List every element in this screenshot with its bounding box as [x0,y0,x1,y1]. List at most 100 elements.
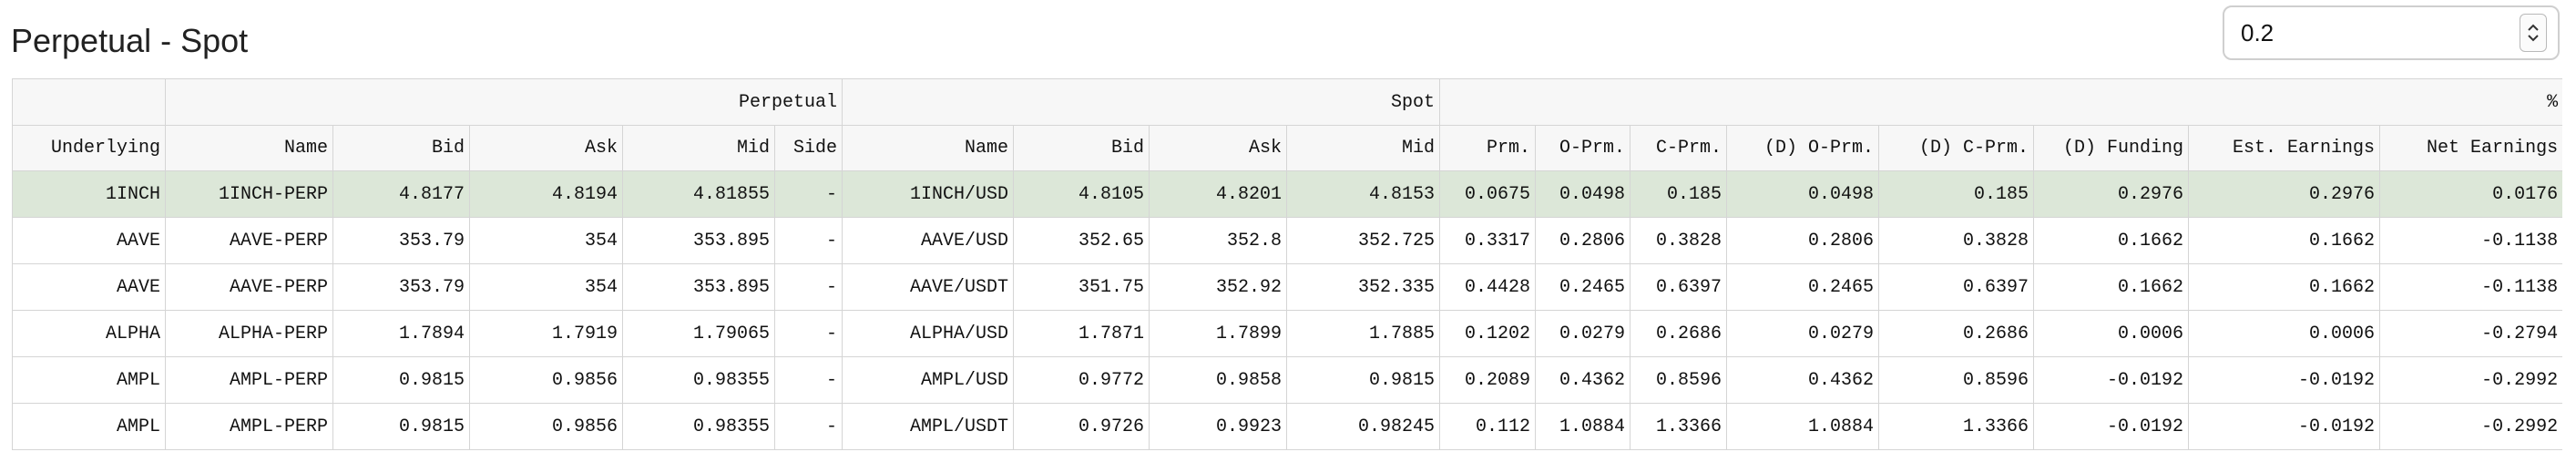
group-header-spot: Spot [842,78,1441,126]
column-header[interactable]: (D) O-Prm. [1726,125,1880,171]
column-header[interactable]: Mid [622,125,775,171]
table-cell: AMPL/USD [842,356,1015,404]
table-cell: 0.4362 [1535,356,1631,404]
table-cell: 0.9815 [332,403,470,450]
table-cell: 0.6397 [1630,263,1728,311]
table-cell: 0.0006 [2188,310,2381,357]
table-cell: 1.3366 [1630,403,1728,450]
table-cell: AMPL [12,356,166,404]
table-cell: -0.2794 [2379,310,2562,357]
table-cell: -0.1138 [2379,263,2562,311]
column-header[interactable]: Name [165,125,333,171]
table-cell: AAVE-PERP [165,263,333,311]
table-cell: 1.7919 [469,310,623,357]
table-cell: 4.8105 [1013,170,1150,218]
table-cell: 1INCH/USD [842,170,1015,218]
threshold-input-value[interactable]: 0.2 [2241,18,2274,46]
table-cell: 1.3366 [1878,403,2035,450]
table-cell: AMPL [12,403,166,450]
table-cell: 1.7885 [1286,310,1441,357]
table-cell: 0.0498 [1535,170,1631,218]
table-row[interactable]: AMPL AMPL-PERP 0.9815 0.9856 0.98355- AMPL/US… [12,356,2562,404]
table-cell: - [773,170,843,218]
table-row[interactable]: AAVE AAVE-PERP 353.79 354 353.895- AAVE/USD 35… [12,217,2562,264]
table-cell: 0.98355 [622,403,775,450]
table-cell: 4.8194 [469,170,623,218]
table-cell: -0.0192 [2188,403,2381,450]
column-header[interactable]: Est. Earnings [2188,125,2381,171]
table-cell: AMPL/USDT [842,403,1015,450]
perpetual-spot-table-container: Perpetual Spot % Underlying Name Bid Ask Mid… [12,78,2562,452]
chevron-down-icon[interactable] [2527,34,2540,43]
column-header[interactable]: O-Prm. [1535,125,1631,171]
table-cell: 0.185 [1630,170,1728,218]
up-down-chevron-icon[interactable] [2520,14,2547,52]
table-cell: 0.0279 [1535,310,1631,357]
table-cell: 4.81855 [622,170,775,218]
table-cell: - [773,263,843,311]
table-cell: 0.9856 [469,356,623,404]
chevron-up-icon[interactable] [2527,23,2540,32]
column-header[interactable]: Ask [1149,125,1288,171]
column-header[interactable]: Side [773,125,843,171]
table-cell: 352.8 [1149,217,1288,264]
table-cell: -0.0192 [2033,356,2190,404]
table-cell: 0.6397 [1878,263,2035,311]
table-cell: 0.9856 [469,403,623,450]
table-row[interactable]: AAVE AAVE-PERP 353.79 354 353.895- AAVE/USDT 3… [12,263,2562,311]
column-header-row: Underlying Name Bid Ask Mid Side Name Bid Ask Mid… [12,125,2562,171]
table-cell: 0.0675 [1439,170,1537,218]
column-header[interactable]: (D) Funding [2033,125,2190,171]
table-cell: 0.112 [1439,403,1537,450]
column-header[interactable]: Net Earnings [2379,125,2562,171]
table-cell: 0.9923 [1149,403,1288,450]
group-header-perpetual: Perpetual [164,78,843,126]
column-header[interactable]: Ask [469,125,623,171]
table-cell: 0.8596 [1630,356,1728,404]
table-cell: 353.895 [622,217,775,264]
table-cell: 0.1202 [1439,310,1537,357]
table-cell: 0.3317 [1439,217,1537,264]
table-cell: - [773,356,843,404]
column-header[interactable]: Underlying [12,125,166,171]
table-cell: 0.9858 [1149,356,1288,404]
table-cell: 0.0498 [1726,170,1880,218]
table-cell: AAVE/USD [842,217,1015,264]
column-header[interactable]: (D) C-Prm. [1878,125,2035,171]
table-row[interactable]: 1INCH 1INCH-PERP 4.8177 4.8194 4.81855-1INCH… [12,170,2562,218]
column-header[interactable]: Mid [1286,125,1441,171]
group-header-row: Perpetual Spot % [12,78,2562,126]
column-header[interactable]: Name [842,125,1015,171]
table-cell: 0.0176 [2379,170,2562,218]
table-cell: 352.335 [1286,263,1441,311]
table-cell: 353.895 [622,263,775,311]
threshold-input[interactable]: 0.2 [2223,5,2560,60]
table-row[interactable]: ALPHA ALPHA-PERP 1.7894 1.7919 1.79065- ALPHA… [12,310,2562,357]
table-cell: 0.9815 [332,356,470,404]
column-header[interactable]: Bid [332,125,470,171]
table-cell: 353.79 [332,217,470,264]
table-cell: 0.4428 [1439,263,1537,311]
table-cell: 0.9772 [1013,356,1150,404]
table-cell: 0.98355 [622,356,775,404]
table-cell: -0.2992 [2379,356,2562,404]
table-cell: AMPL-PERP [165,403,333,450]
table-cell: 4.8177 [332,170,470,218]
table-cell: -0.0192 [2033,403,2190,450]
column-header[interactable]: Prm. [1439,125,1537,171]
table-cell: - [773,403,843,450]
table-cell: 1.0884 [1535,403,1631,450]
table-row[interactable]: AMPL AMPL-PERP 0.9815 0.9856 0.98355- AMPL/US… [12,403,2562,450]
table-cell: 0.2976 [2033,170,2190,218]
table-cell: 351.75 [1013,263,1150,311]
table-cell: 0.1662 [2033,217,2190,264]
table-cell: 0.0006 [2033,310,2190,357]
column-header[interactable]: Bid [1013,125,1150,171]
table-cell: 0.2465 [1726,263,1880,311]
column-header[interactable]: C-Prm. [1630,125,1728,171]
table-cell: 1.7894 [332,310,470,357]
table-cell: 1.79065 [622,310,775,357]
table-cell: 1.7899 [1149,310,1288,357]
table-cell: ALPHA/USD [842,310,1015,357]
table-cell: ALPHA-PERP [165,310,333,357]
